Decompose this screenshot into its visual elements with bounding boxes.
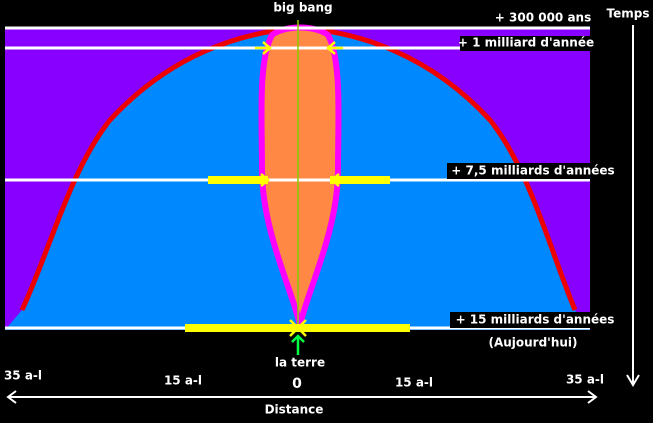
time-axis-label: Temps xyxy=(607,7,650,21)
distance-label: 15 a-l xyxy=(395,376,433,390)
time-arrow-head xyxy=(626,374,640,387)
distance-label: 0 xyxy=(292,376,302,392)
earth-arrow xyxy=(291,334,305,355)
today-label: (Aujourd'hui) xyxy=(488,336,577,350)
time-label: + 15 milliards d'années xyxy=(456,313,615,327)
yellow-bar xyxy=(208,176,268,184)
earth-label: la terre xyxy=(275,356,325,370)
big-bang-label: big bang xyxy=(273,1,332,15)
distance-label: 15 a-l xyxy=(164,374,202,388)
distance-label: 35 a-l xyxy=(566,373,604,387)
yellow-bar xyxy=(330,176,390,184)
distance-arrow-heads xyxy=(6,390,598,404)
time-label: + 300 000 ans xyxy=(495,11,591,25)
distance-axis-label: Distance xyxy=(265,403,324,417)
time-label: + 1 milliard d'année xyxy=(458,36,594,50)
distance-label: 35 a-l xyxy=(4,369,42,383)
time-label: + 7,5 milliards d'années xyxy=(451,164,614,178)
label-box xyxy=(460,36,590,51)
label-box xyxy=(450,312,620,328)
arrows xyxy=(255,41,345,337)
label-box xyxy=(447,163,619,179)
